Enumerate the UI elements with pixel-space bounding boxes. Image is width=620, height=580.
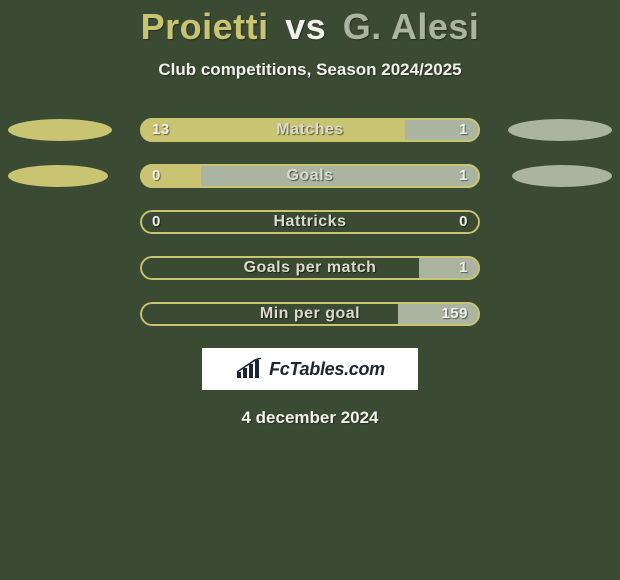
comparison-row: 159Min per goal <box>0 302 620 326</box>
comparison-row: 131Matches <box>0 118 620 142</box>
player1-ellipse <box>8 165 108 187</box>
header: Proietti vs G. Alesi Club competitions, … <box>0 0 620 80</box>
title: Proietti vs G. Alesi <box>0 6 620 48</box>
metric-label: Hattricks <box>140 210 480 234</box>
title-player2: G. Alesi <box>343 6 480 47</box>
comparison-row: 00Hattricks <box>0 210 620 234</box>
metric-label: Matches <box>140 118 480 142</box>
player2-ellipse <box>512 165 612 187</box>
comparison-infographic: Proietti vs G. Alesi Club competitions, … <box>0 0 620 580</box>
comparison-bar: 159Min per goal <box>140 302 480 326</box>
player1-ellipse <box>8 119 112 141</box>
metric-label: Goals <box>140 164 480 188</box>
comparison-row: 01Goals <box>0 164 620 188</box>
title-player1: Proietti <box>141 6 269 47</box>
comparison-bar: 00Hattricks <box>140 210 480 234</box>
brand-badge: FcTables.com <box>202 348 418 390</box>
comparison-row: 1Goals per match <box>0 256 620 280</box>
metric-label: Min per goal <box>140 302 480 326</box>
comparison-rows: 131Matches 01Goals 00Hattricks 1Goals per m… <box>0 118 620 326</box>
date-label: 4 december 2024 <box>0 408 620 428</box>
subtitle: Club competitions, Season 2024/2025 <box>0 60 620 80</box>
title-vs: vs <box>285 6 326 47</box>
metric-label: Goals per match <box>140 256 480 280</box>
comparison-bar: 131Matches <box>140 118 480 142</box>
player2-ellipse <box>508 119 612 141</box>
comparison-bar: 1Goals per match <box>140 256 480 280</box>
comparison-bar: 01Goals <box>140 164 480 188</box>
brand-chart-icon <box>235 358 263 380</box>
brand-text: FcTables.com <box>269 359 385 380</box>
